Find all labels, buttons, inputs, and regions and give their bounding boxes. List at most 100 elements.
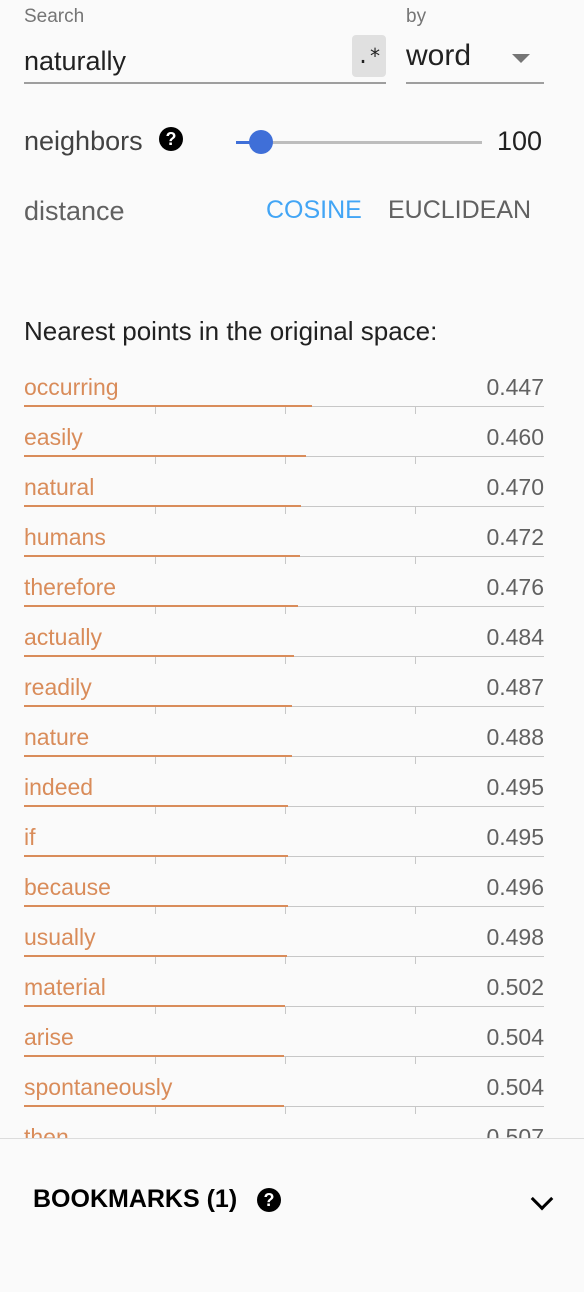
list-item-axis-tick [285, 706, 286, 714]
list-item-word[interactable]: natural [24, 474, 95, 500]
list-item-axis-tick [155, 456, 156, 464]
list-item-axis-tick [155, 506, 156, 514]
list-item-axis-tick [415, 606, 416, 614]
list-item-similarity-bar [24, 455, 306, 457]
regex-toggle-button[interactable]: .* [352, 35, 386, 77]
list-item-axis-tick [285, 606, 286, 614]
list-item-axis-tick [155, 1056, 156, 1064]
list-item-word[interactable]: occurring [24, 374, 119, 400]
list-item-word[interactable]: indeed [24, 774, 94, 800]
bookmarks-title[interactable]: BOOKMARKS (1) [33, 1185, 238, 1213]
neighbors-value: 100 [497, 126, 543, 156]
list-item-word[interactable]: arise [24, 1024, 74, 1050]
list-item[interactable]: because 0.496 [0, 863, 584, 914]
list-item-distance: 0.498 [486, 924, 544, 950]
list-item-word[interactable]: readily [24, 674, 92, 700]
list-item[interactable]: usually 0.498 [0, 913, 584, 964]
list-item-axis-tick [155, 1006, 156, 1014]
list-item-word[interactable]: nature [24, 724, 90, 750]
list-item-word[interactable]: actually [24, 624, 102, 650]
neighbors-slider-thumb[interactable] [248, 130, 273, 154]
list-item[interactable]: nature 0.488 [0, 713, 584, 764]
neighbors-label: neighbors [24, 126, 143, 156]
list-item[interactable]: easily 0.460 [0, 413, 584, 464]
list-item-axis-tick [285, 456, 286, 464]
list-item-axis-tick [415, 506, 416, 514]
list-item-axis-tick [285, 856, 286, 864]
nearest-points-list[interactable]: occurring 0.447 easily 0.460 natural 0.470 hum… [0, 363, 584, 1139]
list-item-similarity-bar [24, 955, 287, 957]
list-item-distance: 0.502 [486, 974, 544, 1000]
list-item-similarity-bar [24, 855, 288, 857]
list-item-distance: 0.504 [486, 1024, 544, 1050]
list-item-axis-tick [415, 756, 416, 764]
distance-cosine-option[interactable]: COSINE [266, 196, 362, 224]
list-item-distance: 0.504 [486, 1074, 544, 1100]
list-item[interactable]: material 0.502 [0, 963, 584, 1014]
list-item-similarity-bar [24, 905, 288, 907]
list-item-word[interactable]: because [24, 874, 111, 900]
list-item[interactable]: occurring 0.447 [0, 363, 584, 414]
distance-label: distance [24, 196, 125, 226]
list-item-distance: 0.470 [486, 474, 544, 500]
list-item-similarity-bar [24, 605, 298, 607]
list-item-axis-tick [415, 806, 416, 814]
list-item-axis-tick [155, 756, 156, 764]
list-item-axis-tick [415, 856, 416, 864]
dropdown-arrow-icon [512, 54, 530, 63]
list-item-axis-tick [415, 1006, 416, 1014]
list-item-similarity-bar [24, 505, 301, 507]
list-item[interactable]: arise 0.504 [0, 1013, 584, 1064]
distance-euclidean-option[interactable]: EUCLIDEAN [388, 196, 532, 224]
list-item-axis-tick [285, 656, 286, 664]
list-item-similarity-bar [24, 805, 288, 807]
list-item[interactable]: readily 0.487 [0, 663, 584, 714]
list-item-axis [24, 1056, 544, 1057]
nearest-points-title: Nearest points in the original space: [24, 316, 438, 346]
list-item-axis-tick [285, 1106, 286, 1114]
list-item-word[interactable]: spontaneously [24, 1074, 173, 1100]
help-icon[interactable]: ? [159, 127, 183, 151]
list-item-axis-tick [155, 606, 156, 614]
list-item[interactable]: then 0.507 [0, 1113, 584, 1139]
neighbors-slider-track[interactable] [236, 141, 482, 144]
list-item-word[interactable]: if [24, 824, 36, 850]
list-item-distance: 0.496 [486, 874, 544, 900]
list-item-similarity-bar [24, 405, 312, 407]
list-item-axis-tick [415, 1056, 416, 1064]
list-item-distance: 0.484 [486, 624, 544, 650]
list-item-axis-tick [155, 706, 156, 714]
list-item-word[interactable]: humans [24, 524, 106, 550]
list-item-axis-tick [415, 556, 416, 564]
list-item-similarity-bar [24, 755, 292, 757]
list-item-similarity-bar [24, 555, 300, 557]
list-item[interactable]: natural 0.470 [0, 463, 584, 514]
list-item[interactable]: humans 0.472 [0, 513, 584, 564]
list-item[interactable]: therefore 0.476 [0, 563, 584, 614]
list-item-word[interactable]: usually [24, 924, 96, 950]
list-item[interactable]: spontaneously 0.504 [0, 1063, 584, 1114]
list-item-word[interactable]: material [24, 974, 106, 1000]
list-item-axis-tick [285, 506, 286, 514]
list-item-similarity-bar [24, 1055, 284, 1057]
list-item[interactable]: if 0.495 [0, 813, 584, 864]
chevron-down-icon[interactable] [530, 1187, 554, 1211]
list-item[interactable]: indeed 0.495 [0, 763, 584, 814]
bookmarks-help-icon[interactable]: ? [257, 1188, 281, 1212]
list-item-axis-tick [285, 406, 286, 414]
list-item-word[interactable]: easily [24, 424, 83, 450]
list-item-axis-tick [285, 756, 286, 764]
list-item-axis-tick [415, 1106, 416, 1114]
list-item-word[interactable]: therefore [24, 574, 117, 600]
list-item-axis-tick [155, 806, 156, 814]
list-item-axis-tick [285, 1056, 286, 1064]
list-item[interactable]: actually 0.484 [0, 613, 584, 664]
list-item-axis-tick [155, 956, 156, 964]
by-select[interactable]: word [406, 34, 544, 84]
list-item-word[interactable]: then [24, 1124, 69, 1139]
list-item-axis-tick [155, 406, 156, 414]
list-item-distance: 0.495 [486, 824, 544, 850]
list-item-axis-tick [415, 906, 416, 914]
search-input[interactable] [24, 34, 386, 84]
